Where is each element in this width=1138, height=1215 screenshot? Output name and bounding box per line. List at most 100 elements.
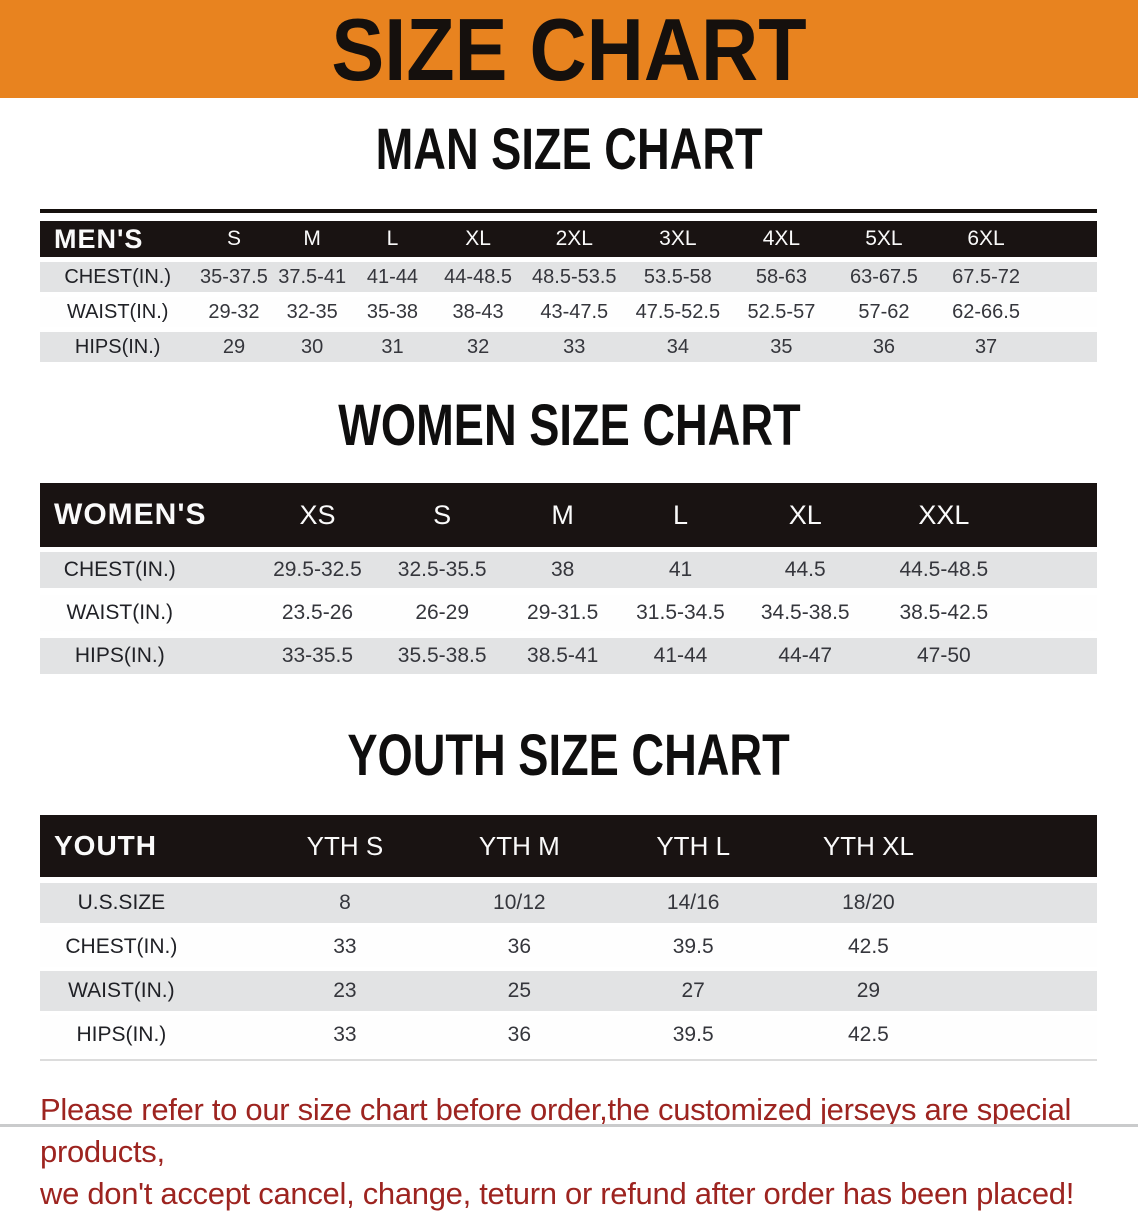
youth-table-header-row: YOUTH YTH S YTH M YTH L YTH XL bbox=[40, 815, 1097, 877]
size-value-cell: 36 bbox=[507, 935, 531, 958]
size-value-cell: 34.5-38.5 bbox=[760, 601, 850, 624]
size-value-cell: 41 bbox=[668, 558, 693, 581]
size-column-header: YTH XL bbox=[822, 830, 914, 861]
size-column-header: XS bbox=[299, 499, 336, 530]
youth-section-title-text: YOUTH SIZE CHART bbox=[347, 723, 791, 788]
row-label: WAIST(IN.) bbox=[66, 300, 169, 323]
size-value-cell: 37 bbox=[974, 335, 998, 358]
size-value-cell: 32.5-35.5 bbox=[397, 558, 487, 581]
size-value-cell: 41-44 bbox=[366, 265, 419, 288]
size-value-cell: 35 bbox=[770, 335, 793, 358]
men-section-title-text: MAN SIZE CHART bbox=[375, 117, 763, 182]
table-header-label: MEN'S bbox=[54, 223, 144, 254]
size-value-cell: 25 bbox=[507, 979, 531, 1002]
size-value-cell: 33 bbox=[333, 1023, 357, 1046]
size-column-header: 4XL bbox=[762, 227, 801, 250]
youth-table-body: U.S.SIZE 8 10/12 14/16 18/20 CHEST(IN.) 33 36 39… bbox=[40, 883, 1097, 1061]
row-label: HIPS(IN.) bbox=[74, 335, 161, 358]
table-header-label: WOMEN'S bbox=[54, 498, 207, 531]
table-row: HIPS(IN.) 33 36 39.5 42.5 bbox=[40, 1015, 1097, 1055]
size-value-cell: 41-44 bbox=[653, 644, 708, 667]
size-value-cell: 30 bbox=[301, 335, 324, 358]
women-table-header-row: WOMEN'S XS S M L XL XXL bbox=[40, 483, 1097, 547]
table-row: U.S.SIZE 8 10/12 14/16 18/20 bbox=[40, 883, 1097, 923]
size-column-header: XXL bbox=[918, 499, 970, 530]
size-value-cell: 31 bbox=[381, 335, 404, 358]
row-label: HIPS(IN.) bbox=[74, 644, 165, 667]
size-value-cell: 23.5-26 bbox=[281, 601, 354, 624]
women-size-chart-section: WOMEN SIZE CHART WOMEN'S XS S M L XL XXL CHEST… bbox=[0, 393, 1138, 674]
size-value-cell: 47-50 bbox=[916, 644, 971, 667]
size-value-cell: 57-62 bbox=[858, 300, 910, 323]
size-value-cell: 36 bbox=[872, 335, 896, 358]
size-value-cell: 29 bbox=[856, 979, 881, 1002]
size-value-cell: 31.5-34.5 bbox=[636, 601, 725, 624]
size-column-header: 3XL bbox=[659, 227, 697, 250]
size-value-cell: 44.5 bbox=[784, 558, 826, 581]
size-value-cell: 42.5 bbox=[847, 935, 889, 958]
size-value-cell: 35-38 bbox=[366, 300, 419, 323]
size-value-cell: 37.5-41 bbox=[278, 265, 347, 288]
row-label: CHEST(IN.) bbox=[64, 265, 172, 288]
men-section-title: MAN SIZE CHART bbox=[0, 117, 1138, 191]
size-value-cell: 33-35.5 bbox=[281, 644, 354, 667]
size-column-header: YTH M bbox=[478, 830, 560, 861]
size-column-header: XL bbox=[465, 227, 491, 250]
size-value-cell: 62-66.5 bbox=[952, 300, 1020, 323]
size-value-cell: 32-35 bbox=[286, 300, 338, 323]
size-value-cell: 52.5-57 bbox=[747, 300, 816, 323]
table-header-label: YOUTH bbox=[54, 830, 157, 861]
size-value-cell: 47.5-52.5 bbox=[635, 300, 721, 323]
size-value-cell: 39.5 bbox=[672, 935, 714, 958]
youth-size-chart-section: YOUTH SIZE CHART YOUTH YTH S YTH M YTH L YTH… bbox=[0, 723, 1138, 1061]
men-table-header-row: MEN'S S M L XL 2XL 3XL 4XL 5XL 6XL bbox=[40, 221, 1097, 257]
table-row: HIPS(IN.) 29 30 31 32 33 34 35 36 37 bbox=[40, 332, 1097, 362]
size-value-cell: 33 bbox=[333, 935, 357, 958]
size-value-cell: 67.5-72 bbox=[952, 265, 1020, 288]
size-value-cell: 29-32 bbox=[208, 300, 260, 323]
row-label: U.S.SIZE bbox=[77, 891, 166, 914]
size-value-cell: 48.5-53.5 bbox=[532, 265, 617, 288]
size-value-cell: 58-63 bbox=[755, 265, 807, 288]
size-value-cell: 35.5-38.5 bbox=[397, 644, 487, 667]
size-value-cell: 33 bbox=[563, 335, 586, 358]
banner-title: SIZE CHART bbox=[331, 0, 807, 99]
size-value-cell: 29.5-32.5 bbox=[273, 558, 362, 581]
size-value-cell: 26-29 bbox=[415, 601, 470, 624]
size-column-header: XL bbox=[788, 499, 822, 530]
size-value-cell: 29-31.5 bbox=[527, 601, 599, 624]
size-value-cell: 14/16 bbox=[666, 891, 720, 914]
table-top-rule bbox=[40, 209, 1097, 213]
size-value-cell: 27 bbox=[681, 979, 705, 1002]
size-value-cell: 38-43 bbox=[452, 300, 504, 323]
size-value-cell: 53.5-58 bbox=[643, 265, 712, 288]
size-value-cell: 35-37.5 bbox=[200, 265, 268, 288]
size-value-cell: 39.5 bbox=[672, 1023, 714, 1046]
row-label: HIPS(IN.) bbox=[76, 1023, 167, 1046]
size-value-cell: 63-67.5 bbox=[850, 265, 918, 288]
size-column-header: 2XL bbox=[555, 227, 593, 250]
table-row: CHEST(IN.) 29.5-32.5 32.5-35.5 38 41 44.5 44.5… bbox=[40, 552, 1097, 588]
size-value-cell: 38.5-42.5 bbox=[899, 601, 989, 624]
size-value-cell: 43-47.5 bbox=[540, 300, 609, 323]
size-value-cell: 42.5 bbox=[847, 1023, 889, 1046]
size-value-cell: 29 bbox=[222, 335, 246, 358]
size-column-header: 5XL bbox=[865, 227, 903, 250]
men-table-body: CHEST(IN.) 35-37.5 37.5-41 41-44 44-48.5 48.5… bbox=[40, 262, 1097, 362]
size-value-cell: 44-47 bbox=[778, 644, 833, 667]
disclaimer-text: Please refer to our size chart before or… bbox=[40, 1089, 1138, 1215]
size-column-header: S bbox=[226, 227, 241, 250]
women-section-title: WOMEN SIZE CHART bbox=[0, 393, 1138, 467]
men-size-table: MEN'S S M L XL 2XL 3XL 4XL 5XL 6XL CHEST(IN.) 35-3… bbox=[40, 209, 1097, 362]
table-row: CHEST(IN.) 35-37.5 37.5-41 41-44 44-48.5 48.5… bbox=[40, 262, 1097, 292]
women-size-table: WOMEN'S XS S M L XL XXL CHEST(IN.) 29.5-32.5 32.… bbox=[40, 483, 1097, 674]
size-column-header: 6XL bbox=[967, 227, 1005, 250]
disclaimer-line-1: Please refer to our size chart before or… bbox=[40, 1092, 1072, 1169]
bottom-divider bbox=[0, 1124, 1138, 1127]
table-row: CHEST(IN.) 33 36 39.5 42.5 bbox=[40, 927, 1097, 967]
women-section-title-text: WOMEN SIZE CHART bbox=[337, 393, 801, 458]
size-column-header: YTH L bbox=[656, 830, 731, 861]
table-row: WAIST(IN.) 23.5-26 26-29 29-31.5 31.5-34.5 34… bbox=[40, 595, 1097, 631]
size-column-header: L bbox=[672, 499, 689, 530]
row-label: WAIST(IN.) bbox=[66, 601, 174, 624]
